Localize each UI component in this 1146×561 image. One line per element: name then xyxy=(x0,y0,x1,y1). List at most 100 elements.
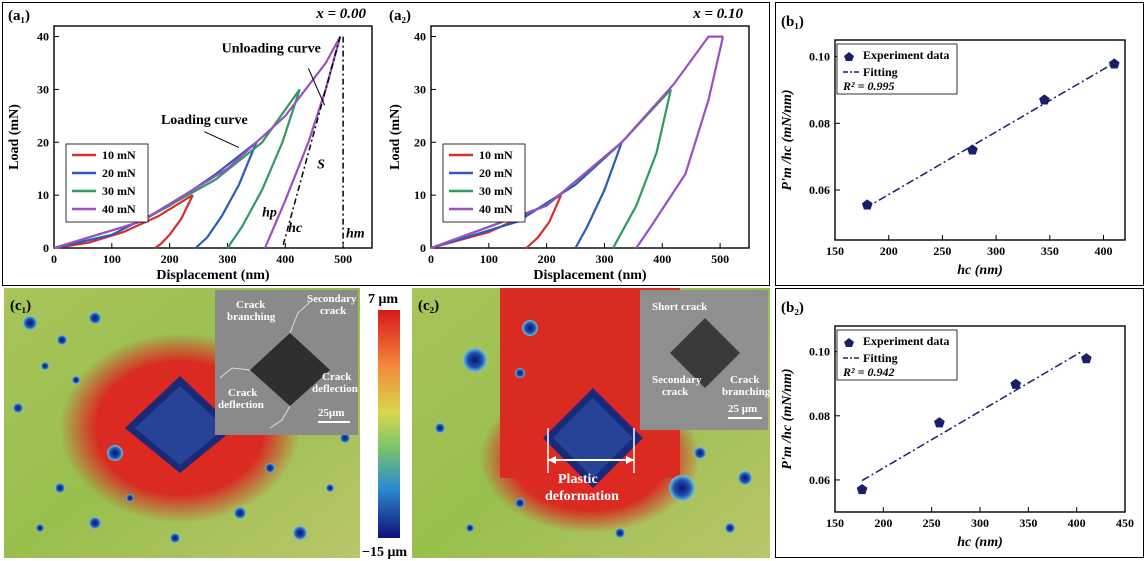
x-tick-label: 400 xyxy=(1095,244,1113,258)
inset-label-crack-branching-c2: Crack xyxy=(730,374,760,386)
stiffness-tangent-line xyxy=(281,36,341,249)
y-tick-label: 0.08 xyxy=(809,116,830,130)
x-axis-label: Displacement (nm) xyxy=(533,268,646,283)
x-tick-label: 300 xyxy=(595,252,613,266)
svg-text:branching: branching xyxy=(227,311,276,323)
inset-label-crack-deflection-left: Crack xyxy=(228,387,258,399)
data-point xyxy=(1081,353,1092,364)
x-tick-label: 250 xyxy=(933,244,951,258)
x-tick-label: 200 xyxy=(161,252,179,266)
annotation-loading-curve: Loading curve xyxy=(161,113,248,128)
height-maps: Crack branching Secondary crack Crack de… xyxy=(4,288,771,560)
data-point xyxy=(1039,94,1050,105)
y-tick-label: 10 xyxy=(414,188,426,202)
inset-label-crack-branching: Crack xyxy=(236,299,266,311)
data-point xyxy=(856,483,868,495)
x-tick-label: 350 xyxy=(1041,244,1059,258)
legend xyxy=(836,329,958,381)
plot-frame xyxy=(834,39,1126,241)
unloading-curve-20-mN xyxy=(574,141,623,249)
r-squared-label: R² = 0.942 xyxy=(842,365,894,379)
y-tick-label: 30 xyxy=(414,82,426,96)
annotation-arrow xyxy=(307,68,326,106)
panel-label: (a₁) xyxy=(8,8,30,24)
svg-text:deformation: deformation xyxy=(545,489,619,504)
loading-curve-40-mN xyxy=(430,35,723,250)
y-tick-label: 30 xyxy=(37,82,49,96)
unloading-curve-10-mN xyxy=(154,194,194,249)
unloading-curve-10-mN xyxy=(525,194,563,249)
y-tick-label: 40 xyxy=(414,30,426,44)
panel-label: (a₂) xyxy=(389,8,411,24)
unloading-curve-40-mN xyxy=(263,36,342,249)
x-tick-label: 200 xyxy=(538,252,556,266)
data-point xyxy=(934,417,945,428)
legend-marker xyxy=(844,338,854,347)
legend-entry: 30 mN xyxy=(102,184,136,198)
y-tick-label: 0.06 xyxy=(809,473,830,487)
x-tick-label: 150 xyxy=(826,244,844,258)
inset-label-short-crack: Short crack xyxy=(652,301,708,313)
panel-b1-frame xyxy=(775,2,1144,286)
y-axis-label: P'm /hc (mN/nm) xyxy=(780,368,795,469)
x-tick-label: 300 xyxy=(218,252,236,266)
x-tick-label: 500 xyxy=(711,252,729,266)
legend-entry-fitting: Fitting xyxy=(863,351,898,365)
x-tick-label: 450 xyxy=(1116,516,1134,530)
map-c1: Crack branching Secondary crack Crack de… xyxy=(4,288,360,558)
x-tick-label: 250 xyxy=(923,516,941,530)
panel-label-c2: (c₂) xyxy=(418,298,439,314)
y-tick-label: 20 xyxy=(414,135,426,149)
annotation-S: S xyxy=(317,158,325,173)
unloading-curve-30-mN xyxy=(612,89,672,249)
annotation-unloading-curve: Unloading curve xyxy=(222,41,321,56)
chart-b1: 150 200 250 300 350 400 0.06 0.08 0.10 hc (nm) P'm… xyxy=(780,14,1126,278)
legend-entry: 10 mN xyxy=(102,148,136,162)
plot-frame xyxy=(53,25,373,249)
fit-line xyxy=(864,61,1117,209)
legend-entry-experiment: Experiment data xyxy=(863,48,949,62)
composition-label: x = 0.00 xyxy=(315,6,366,22)
annotation-arrow xyxy=(204,131,240,149)
legend-entry: 20 mN xyxy=(102,166,136,180)
sem-inset-c2: Short crack Secondary crack Crack branch… xyxy=(640,290,771,430)
inset-label-crack-deflection-right: Crack xyxy=(322,371,352,383)
x-tick-label: 100 xyxy=(103,252,121,266)
unloading-curve-20-mN xyxy=(194,141,258,249)
x-tick-label: 300 xyxy=(987,244,1005,258)
panel-label: (b₂) xyxy=(781,300,804,316)
y-tick-label: 0.06 xyxy=(809,183,830,197)
colorbar-min: −15 μm xyxy=(362,545,407,560)
loading-curve-40-mN xyxy=(53,36,342,250)
legend xyxy=(836,43,958,95)
y-tick-label: 10 xyxy=(37,188,49,202)
y-tick-label: 0.10 xyxy=(809,345,830,359)
y-tick-label: 0 xyxy=(420,241,426,255)
svg-text:crack: crack xyxy=(320,305,347,317)
y-tick-label: 0 xyxy=(43,241,49,255)
colorbar-max: 7 μm xyxy=(368,292,398,307)
x-tick-label: 0 xyxy=(428,252,434,266)
y-tick-label: 0.08 xyxy=(809,409,830,423)
legend-entry: 40 mN xyxy=(102,202,136,216)
svg-text:deflection: deflection xyxy=(312,383,358,395)
data-point xyxy=(1108,58,1120,69)
legend-entry-experiment: Experiment data xyxy=(863,334,949,348)
x-tick-label: 0 xyxy=(51,252,57,266)
x-tick-label: 400 xyxy=(653,252,671,266)
unloading-curve-40-mN xyxy=(635,36,725,249)
svg-text:deflection: deflection xyxy=(218,399,264,411)
data-point xyxy=(861,199,873,210)
surface-pits-c1 xyxy=(13,312,350,543)
data-point xyxy=(1010,378,1022,389)
legend-entry: 30 mN xyxy=(479,184,513,198)
y-tick-label: 0.10 xyxy=(809,50,830,64)
x-tick-label: 500 xyxy=(334,252,352,266)
inset-scale-bar-label-c1: 25μm xyxy=(318,407,344,419)
x-tick-label: 400 xyxy=(276,252,294,266)
inset-scale-bar-label-c2: 25 μm xyxy=(728,403,757,415)
y-axis-label: Load (mN) xyxy=(7,104,22,170)
composition-label: x = 0.10 xyxy=(692,6,743,22)
x-tick-label: 350 xyxy=(1019,516,1037,530)
svg-text:branching: branching xyxy=(722,386,771,398)
